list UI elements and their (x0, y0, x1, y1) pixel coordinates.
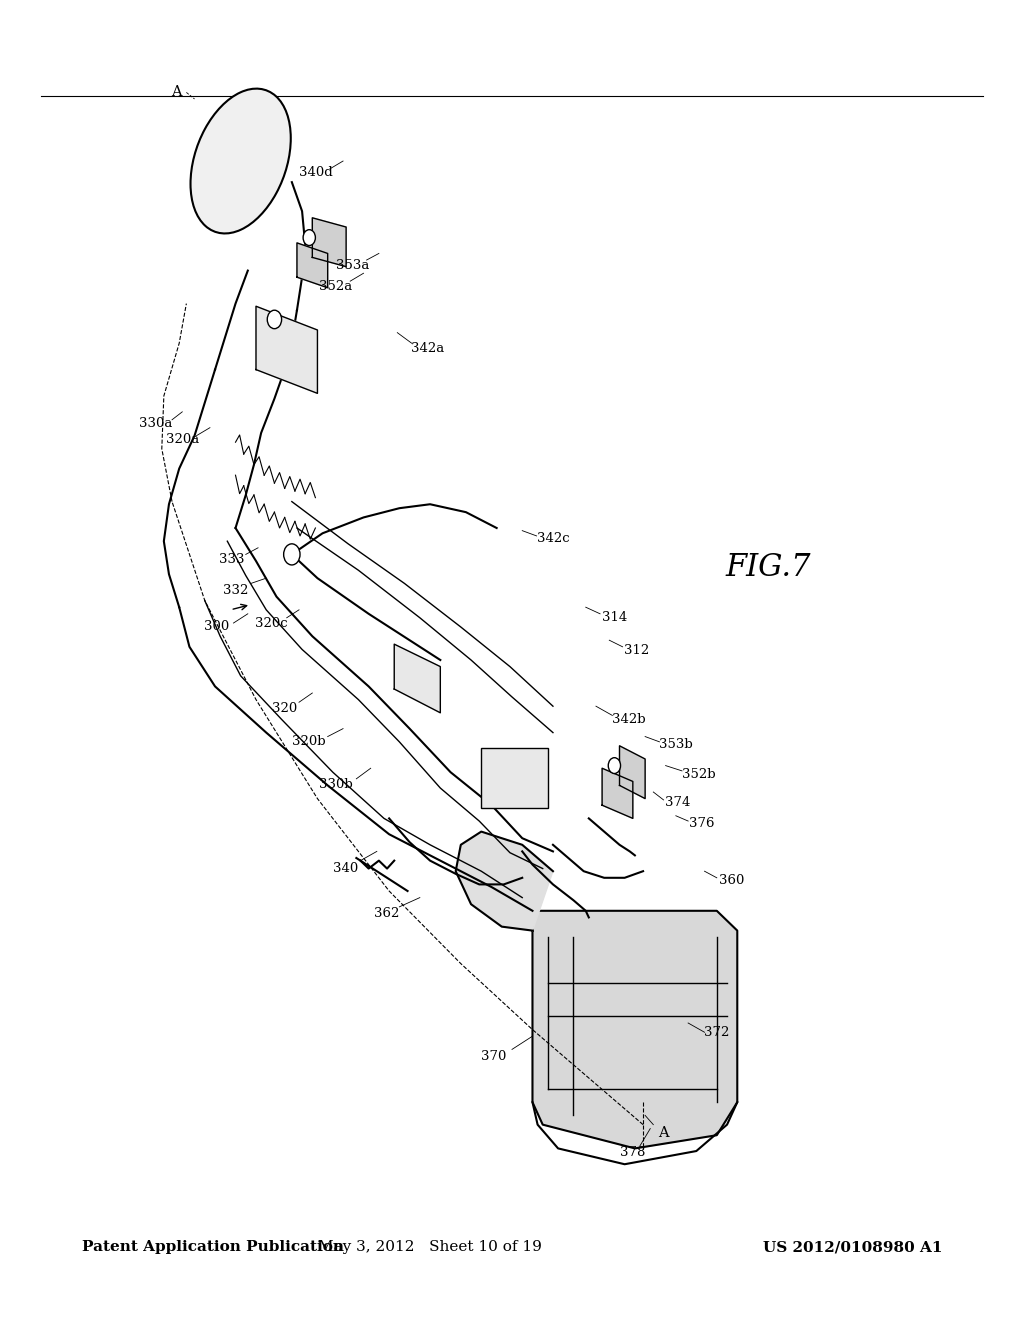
Text: 370: 370 (481, 1049, 506, 1063)
Text: A: A (171, 86, 181, 99)
Text: 340: 340 (334, 862, 358, 875)
Text: 360: 360 (720, 874, 744, 887)
Text: 314: 314 (602, 611, 627, 624)
FancyBboxPatch shape (481, 748, 548, 808)
Text: US 2012/0108980 A1: US 2012/0108980 A1 (763, 1241, 942, 1254)
Text: 332: 332 (223, 583, 248, 597)
Polygon shape (620, 746, 645, 799)
Text: 352a: 352a (319, 280, 352, 293)
Text: May 3, 2012   Sheet 10 of 19: May 3, 2012 Sheet 10 of 19 (318, 1241, 542, 1254)
Polygon shape (532, 911, 737, 1148)
Text: 376: 376 (689, 817, 714, 830)
Text: 353a: 353a (336, 259, 369, 272)
Text: 320b: 320b (293, 735, 326, 748)
Polygon shape (297, 243, 328, 288)
Text: 362: 362 (375, 907, 399, 920)
Text: 352b: 352b (682, 768, 715, 781)
Circle shape (608, 758, 621, 774)
Text: 374: 374 (666, 796, 690, 809)
Text: 330b: 330b (319, 777, 352, 791)
Text: 353b: 353b (659, 738, 692, 751)
Circle shape (267, 310, 282, 329)
Polygon shape (456, 832, 553, 931)
Text: 312: 312 (625, 644, 649, 657)
Polygon shape (312, 218, 346, 267)
Polygon shape (256, 306, 317, 393)
Text: 330a: 330a (139, 417, 172, 430)
Text: A: A (658, 1126, 669, 1139)
Text: 340d: 340d (299, 166, 332, 180)
Ellipse shape (190, 88, 291, 234)
Polygon shape (394, 644, 440, 713)
Text: 342b: 342b (612, 713, 645, 726)
Text: FIG.7: FIG.7 (725, 552, 811, 583)
Text: 342a: 342a (412, 342, 444, 355)
Text: 320c: 320c (255, 616, 288, 630)
Circle shape (303, 230, 315, 246)
Text: 333: 333 (219, 553, 244, 566)
Text: 300: 300 (205, 620, 229, 634)
Text: 372: 372 (705, 1026, 729, 1039)
Circle shape (284, 544, 300, 565)
Text: 320a: 320a (166, 433, 199, 446)
Text: 342c: 342c (537, 532, 569, 545)
Polygon shape (602, 768, 633, 818)
Text: 320: 320 (272, 702, 297, 715)
Text: Patent Application Publication: Patent Application Publication (82, 1241, 344, 1254)
Text: 378: 378 (621, 1146, 645, 1159)
